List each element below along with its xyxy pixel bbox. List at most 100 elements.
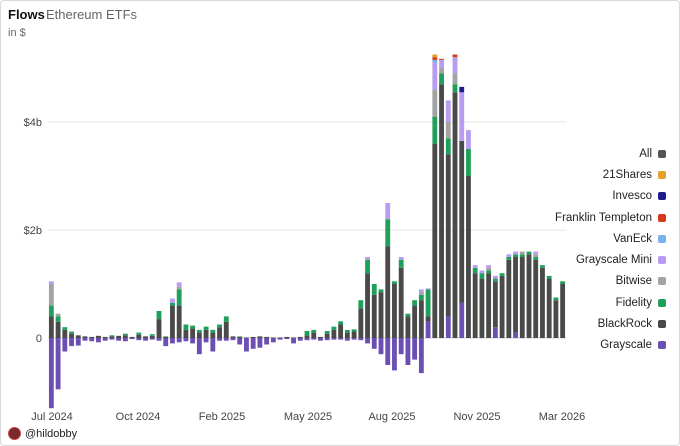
bar-segment-grayscale [412,338,418,360]
bar-segment-grayscale-mini [425,288,431,290]
x-tick-label: Mar 2026 [539,411,585,423]
bar-segment-grayscale [210,338,216,352]
bar-segment-grayscale-mini [506,254,512,257]
bar-segment-fidelity [439,73,444,85]
bar-segment-grayscale [196,338,202,355]
bar-segment-franklin-templeton [432,57,438,60]
bar-segment-blackrock [344,332,350,338]
bar-segment-blackrock [48,316,54,338]
bar-segment-blackrock [398,267,404,338]
bar-segment-fidelity [196,329,202,333]
bar-segment-grayscale [230,338,236,341]
bar-segment-grayscale-mini [459,92,465,141]
bar-segment-fidelity [412,300,418,306]
credit: @hildobby [8,427,77,440]
bar-segment-fidelity [472,267,478,274]
bar-segment-grayscale [203,338,209,343]
bar-segment-fidelity [499,273,505,276]
bar-segment-vaneck [432,59,438,63]
bar-segment-fidelity [365,259,370,274]
x-tick-label: Aug 2025 [368,411,415,423]
legend-item-fidelity[interactable]: Fidelity [516,292,666,313]
bar-segment-blackrock [540,267,545,338]
bar-segment-bitwise [432,89,438,117]
bar-segment-fidelity [311,329,317,333]
bar-segment-fidelity [55,316,61,322]
bar-segment-bitwise [418,292,424,295]
bar-segment-grayscale [109,338,115,340]
bar-segment-grayscale-mini [445,100,451,122]
bar-segment-grayscale [338,338,344,340]
bar-segment-blackrock [223,321,229,338]
bar-segment-fidelity [136,332,142,335]
bar-segment-blackrock [425,316,431,322]
bar-segment-fidelity [156,311,162,320]
bar-segment-grayscale [89,338,95,342]
bar-segment-fidelity [338,321,344,325]
legend-item-21shares[interactable]: 21Shares [516,164,666,185]
bar-segment-blackrock [392,284,397,338]
bar-segment-grayscale [318,338,323,341]
bar-segment-fidelity [358,300,364,309]
bar-segment-blackrock [170,305,175,338]
x-tick-label: Feb 2025 [199,411,245,423]
legend-label: Franklin Templeton [555,211,652,224]
bar-segment-fidelity [466,149,471,176]
bar-segment-blackrock [297,336,303,338]
bar-segment-grayscale-mini [486,265,492,268]
legend-swatch [658,213,666,222]
bar-segment-grayscale [324,338,330,341]
bar-segment-fidelity [513,254,518,257]
legend-item-grayscale[interactable]: Grayscale [516,335,666,356]
bar-segment-grayscale [425,321,431,338]
bar-segment-blackrock [102,336,108,338]
chart-title: Flows [8,7,45,22]
legend-swatch [658,320,666,329]
bar-segment-grayscale [250,338,256,349]
bar-segment-grayscale [62,338,68,352]
legend-label: Fidelity [615,296,652,309]
bar-segment-blackrock [284,336,290,338]
chart-subtitle: Ethereum ETFs [46,7,138,22]
bar-segment-grayscale [351,338,357,340]
bar-segment-fidelity [223,316,229,322]
legend-item-vaneck[interactable]: VanEck [516,228,666,249]
bar-segment-blackrock [526,254,532,338]
bar-segment-grayscale [170,338,175,344]
bar-segment-grayscale [102,338,108,341]
bar-segment-fidelity [344,329,350,333]
bar-segment-grayscale [304,338,310,341]
bar-segment-grayscale [122,338,128,342]
legend-swatch [658,277,666,286]
bar-segment-grayscale [392,338,397,371]
bar-segment-blackrock [122,335,128,338]
bar-segment-blackrock [466,176,471,338]
bar-segment-blackrock [250,336,256,338]
legend-item-blackrock[interactable]: BlackRock [516,313,666,334]
credit-handle: @hildobby [25,427,78,440]
legend-item-all[interactable]: All [516,143,666,164]
legend-item-invesco[interactable]: Invesco [516,186,666,207]
bar-segment-grayscale [244,338,249,352]
bar-segment-grayscale-mini [479,270,485,274]
bar-segment-grayscale-mini [176,282,182,287]
bar-segment-fidelity [122,333,128,336]
bar-segment-blackrock [156,319,162,338]
bar-segment-fidelity [479,273,485,279]
bar-segment-fidelity [331,326,337,330]
bar-segment-grayscale-mini [472,265,478,268]
legend-item-franklin-templeton[interactable]: Franklin Templeton [516,207,666,228]
bar-segment-fidelity [492,278,498,282]
bar-segment-bitwise [48,284,54,306]
legend-item-grayscale-mini[interactable]: Grayscale Mini [516,249,666,270]
bar-segment-fidelity [170,302,175,306]
legend-label: 21Shares [602,168,652,181]
legend-item-bitwise[interactable]: Bitwise [516,271,666,292]
bar-segment-grayscale [163,338,169,347]
bar-segment-fidelity [203,326,209,330]
bar-segment-grayscale [264,338,270,345]
bar-segment-fidelity [546,275,552,279]
bar-segment-bitwise [519,251,525,255]
bar-segment-franklin-templeton [439,58,444,60]
bar-segment-blackrock [129,336,135,338]
